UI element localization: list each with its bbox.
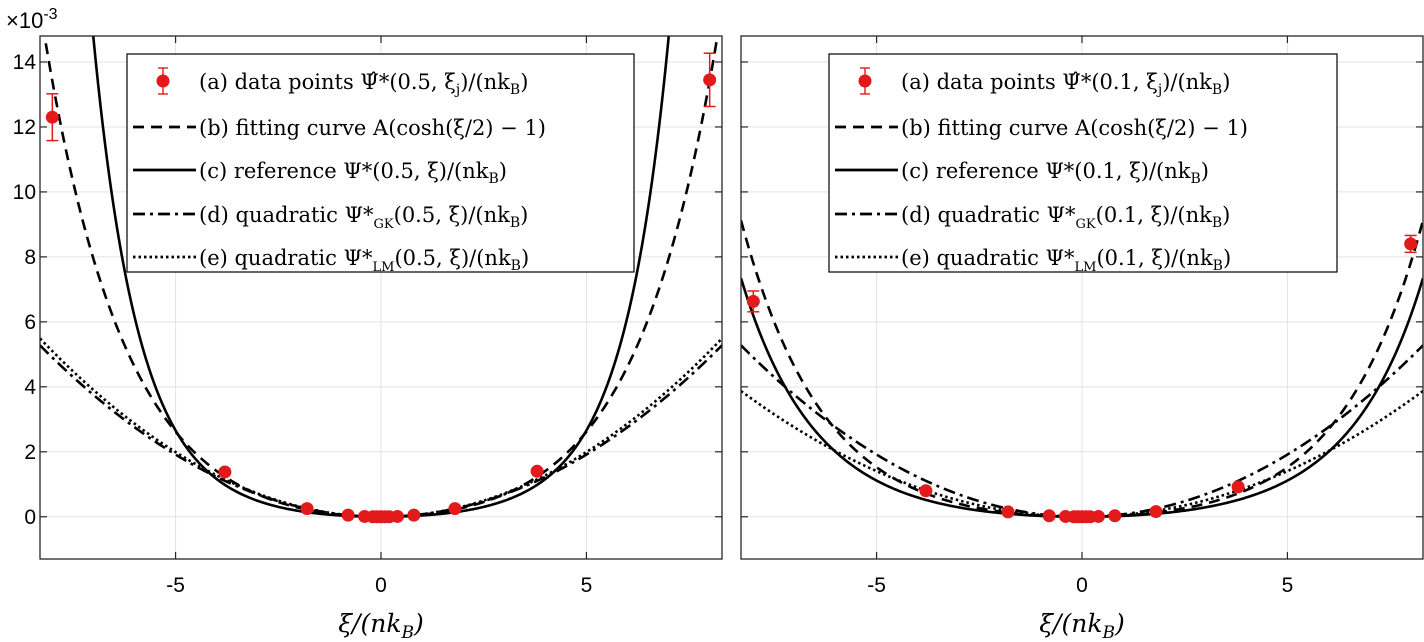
data-point [300, 502, 314, 516]
data-point [341, 508, 355, 522]
right-data-points [746, 234, 1418, 524]
data-point [1231, 480, 1245, 494]
left-data-points [45, 52, 717, 524]
left-legend-label-c: (c) reference Ψ*(0.5, ξ)/(nkB) [199, 159, 507, 187]
right-panel: -5 0 5 ξ/(nkB) (a) data points Ψ̂*(0.1, ξj… [740, 35, 1424, 642]
data-point [218, 465, 232, 479]
y-tick-label: 2 [24, 441, 36, 464]
x-tick-label: 5 [1282, 574, 1294, 597]
y-tick-label: 6 [24, 311, 36, 334]
left-legend-box [126, 53, 635, 273]
y-scale-factor: ×10-3 [6, 6, 58, 33]
x-tick-label: 0 [1076, 574, 1088, 597]
x-tick-label: -5 [867, 574, 886, 597]
y-scale-base: ×10 [6, 8, 43, 33]
left-legend-label-b: (b) fitting curve A(cosh(ξ/2) − 1) [199, 116, 546, 140]
data-point [919, 484, 933, 498]
curve-dashed [741, 220, 1423, 519]
y-tick-label: 10 [13, 181, 36, 204]
left-ticks: -5 0 5 0 2 4 6 8 10 12 14 [13, 36, 722, 597]
data-point [407, 508, 421, 522]
data-point [1149, 505, 1163, 519]
right-ticks: -5 0 5 [741, 36, 1423, 597]
right-x-axis-label: ξ/(nkB) [1039, 609, 1124, 642]
data-point [1404, 237, 1418, 251]
data-point [1108, 509, 1122, 523]
curve-dashdot [40, 344, 722, 519]
right-legend: (a) data points Ψ̂*(0.1, ξj)/(nkB) (b) f… [828, 53, 1338, 275]
x-tick-label: 0 [375, 574, 387, 597]
data-point [390, 509, 404, 523]
y-tick-label: 12 [13, 116, 36, 139]
data-point [45, 110, 59, 124]
curve-dashdot [741, 344, 1423, 519]
y-tick-label: 14 [13, 51, 37, 74]
x-tick-label: -5 [166, 574, 185, 597]
y-scale-power: -3 [43, 6, 57, 23]
data-point [448, 502, 462, 516]
left-legend-label-a: (a) data points Ψ̂*(0.5, ξj)/(nkB) [199, 70, 528, 98]
right-legend-label-b: (b) fitting curve A(cosh(ξ/2) − 1) [901, 116, 1248, 140]
x-tick-label: 5 [581, 574, 593, 597]
y-tick-label: 0 [24, 506, 36, 529]
left-legend: (a) data points Ψ̂*(0.5, ξj)/(nkB) (b) f… [126, 53, 635, 275]
data-point [1091, 509, 1105, 523]
data-point [1042, 509, 1056, 523]
curve-dotted [40, 337, 722, 519]
y-tick-label: 4 [24, 376, 36, 399]
right-legend-label-c: (c) reference Ψ*(0.1, ξ)/(nkB) [901, 159, 1209, 187]
left-legend-marker [156, 74, 170, 88]
left-x-axis-label: ξ/(nkB) [338, 609, 423, 642]
data-point [703, 73, 717, 87]
left-panel: -5 0 5 0 2 4 6 8 10 12 14 ×10-3 ξ/(nkB) (a) data p… [6, 6, 723, 642]
data-point [1001, 505, 1015, 519]
right-legend-label-a: (a) data points Ψ̂*(0.1, ξj)/(nkB) [901, 70, 1230, 98]
data-point [530, 464, 544, 478]
y-tick-label: 8 [24, 246, 36, 269]
right-legend-marker [858, 74, 872, 88]
data-point [746, 294, 760, 308]
right-legend-box [828, 53, 1338, 273]
